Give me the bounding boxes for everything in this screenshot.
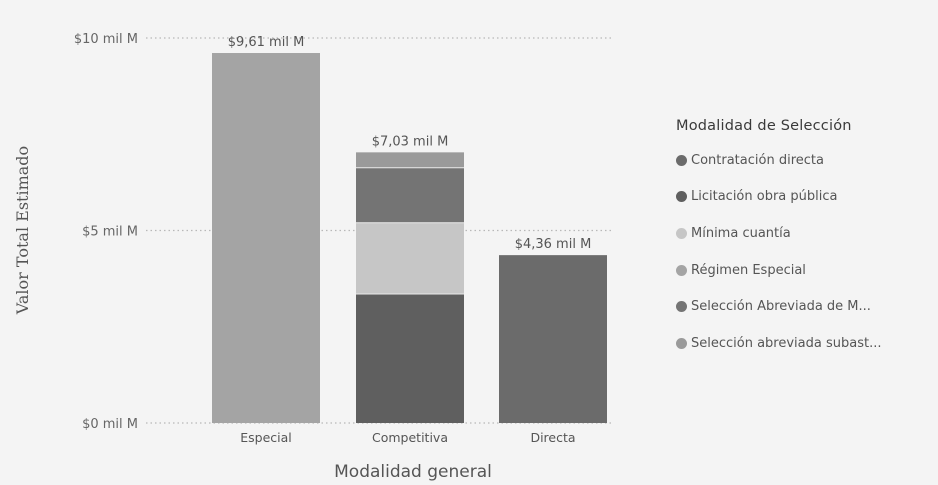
bar-segment — [356, 152, 464, 168]
bar-segment — [212, 53, 320, 423]
bar-segment — [499, 255, 607, 423]
legend-color-dot — [676, 337, 687, 349]
legend-item[interactable]: Régimen Especial — [676, 252, 882, 289]
legend-item[interactable]: Selección abreviada subast... — [676, 325, 882, 362]
bar-total-label: $4,36 mil M — [515, 237, 592, 252]
legend-color-dot — [676, 227, 687, 239]
legend-color-dot — [676, 191, 687, 203]
bar-segment — [356, 167, 464, 223]
legend-label: Selección abreviada subast... — [691, 335, 882, 351]
legend-color-dot — [676, 154, 687, 166]
legend: Modalidad de Selección Contratación dire… — [676, 118, 882, 362]
legend-item[interactable]: Licitación obra pública — [676, 179, 882, 216]
legend-item[interactable]: Selección Abreviada de M... — [676, 288, 882, 325]
legend-color-dot — [676, 301, 687, 313]
x-category-label: Especial — [240, 430, 292, 445]
legend-item[interactable]: Mínima cuantía — [676, 215, 882, 252]
legend-label: Selección Abreviada de M... — [691, 299, 871, 315]
bar-segment — [356, 294, 464, 423]
y-tick-label: $5 mil M — [82, 225, 138, 240]
legend-label: Contratación directa — [691, 152, 824, 168]
x-category-label: Directa — [530, 430, 575, 445]
legend-label: Licitación obra pública — [691, 189, 838, 205]
y-tick-label: $10 mil M — [74, 32, 138, 47]
legend-label: Régimen Especial — [691, 262, 806, 278]
x-category-label: Competitiva — [372, 430, 448, 445]
legend-items: Contratación directa Licitación obra públ… — [676, 142, 882, 362]
bar-total-label: $7,03 mil M — [372, 134, 449, 149]
legend-label: Mínima cuantía — [691, 225, 791, 241]
bar-total-label: $9,61 mil M — [228, 35, 305, 50]
x-axis-title: Modalidad general — [334, 462, 492, 482]
legend-color-dot — [676, 264, 687, 276]
y-axis-title: Valor Total Estimado — [13, 146, 32, 315]
legend-title: Modalidad de Selección — [676, 118, 852, 134]
y-tick-label: $0 mil M — [82, 417, 138, 432]
bar-segment — [356, 222, 464, 295]
legend-item[interactable]: Contratación directa — [676, 142, 882, 179]
